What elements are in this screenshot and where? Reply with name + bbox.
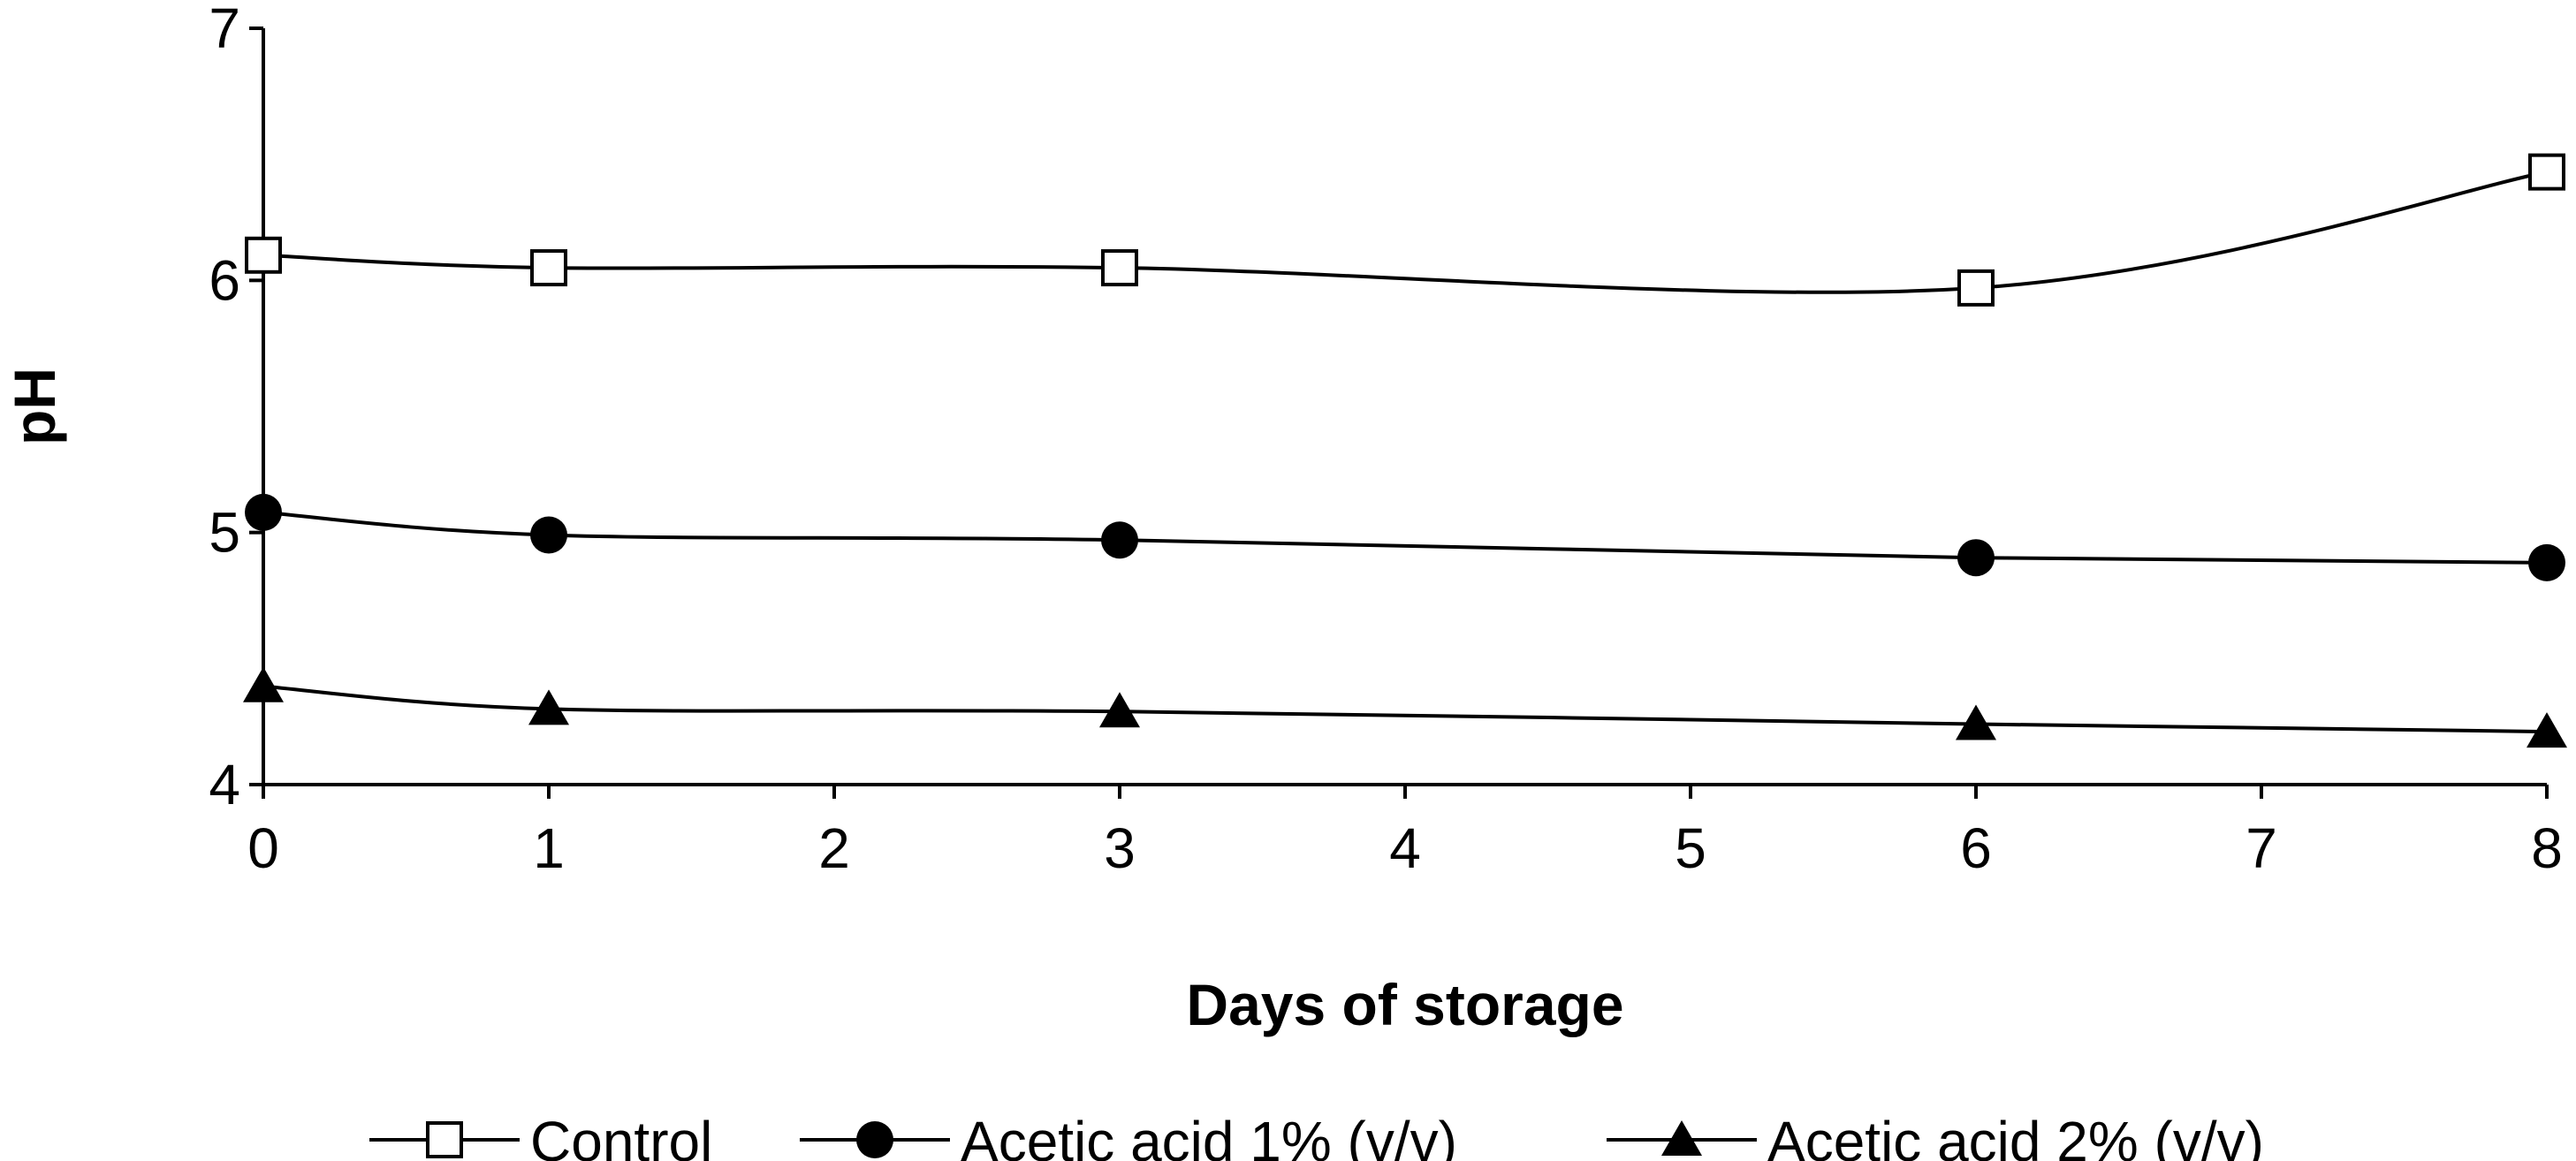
legend-marker	[1661, 1120, 1702, 1156]
x-tick-label: 2	[818, 816, 850, 880]
legend-label: Acetic acid 1% (v/v)	[961, 1110, 1457, 1161]
x-axis-title: Days of storage	[1186, 972, 1623, 1037]
data-point	[530, 516, 567, 554]
legend: Control Acetic acid 1% (v/v) Acetic acid 2…	[369, 1110, 2264, 1161]
legend-label: Acetic acid 2% (v/v)	[1767, 1110, 2264, 1161]
series-group	[243, 153, 2567, 748]
legend-item: Acetic acid 1% (v/v)	[800, 1110, 1457, 1161]
series-line	[262, 684, 2548, 734]
data-point	[243, 666, 284, 702]
y-tick-label: 5	[209, 501, 240, 565]
data-point	[245, 236, 282, 274]
data-point	[1957, 269, 1995, 307]
data-point	[245, 493, 282, 531]
x-tick-label: 7	[2245, 816, 2277, 880]
data-point	[1099, 692, 1140, 728]
y-axis-ticks: 4 5 6 7	[209, 0, 263, 816]
legend-item: Acetic acid 2% (v/v)	[1607, 1110, 2264, 1161]
legend-label: Control	[530, 1110, 712, 1161]
data-point	[1101, 249, 1138, 287]
legend-marker	[426, 1121, 463, 1158]
data-point	[2527, 712, 2567, 748]
series-line	[262, 510, 2548, 565]
series-3	[243, 666, 2567, 748]
y-tick-label: 6	[209, 248, 240, 312]
series-2	[245, 493, 2565, 581]
data-point	[1956, 704, 1996, 740]
series-line	[262, 170, 2548, 294]
data-point	[2528, 153, 2565, 191]
legend-marker	[856, 1121, 893, 1158]
x-tick-label: 3	[1104, 816, 1136, 880]
data-point	[1101, 521, 1138, 559]
data-point	[1957, 539, 1995, 577]
x-tick-label: 0	[247, 816, 279, 880]
x-tick-label: 5	[1675, 816, 1706, 880]
y-tick-label: 4	[209, 753, 240, 816]
x-axis-ticks: 0 1 2 3 4 5 6 7 8	[247, 785, 2563, 880]
data-point	[530, 249, 567, 287]
y-tick-label: 7	[209, 0, 240, 60]
series-1	[245, 153, 2565, 307]
y-axis-title: pH	[2, 368, 67, 445]
x-tick-label: 6	[1960, 816, 1992, 880]
data-point	[528, 689, 569, 725]
x-tick-label: 8	[2531, 816, 2563, 880]
x-tick-label: 4	[1389, 816, 1421, 880]
legend-item: Control	[369, 1110, 712, 1161]
data-point	[2528, 543, 2565, 581]
x-tick-label: 1	[533, 816, 565, 880]
